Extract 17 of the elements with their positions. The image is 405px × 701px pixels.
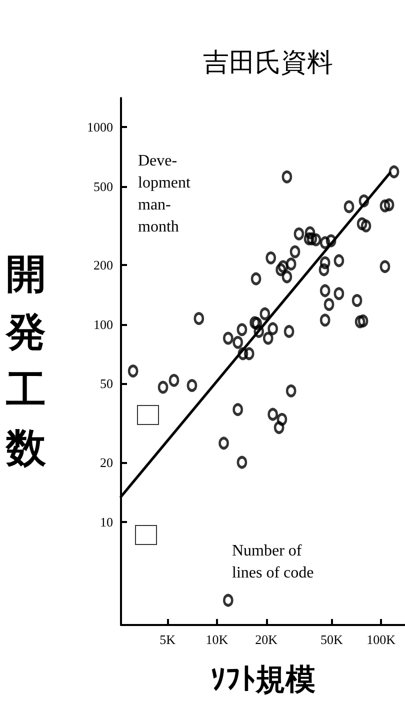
y-tick-label: 50: [100, 376, 113, 392]
chart-title: 吉田氏資料: [203, 48, 333, 78]
x-tick-label: 5K: [160, 632, 176, 647]
y-tick-label: 500: [94, 178, 113, 194]
x-axis-title: ｿﾌﾄ規模: [210, 662, 316, 698]
x-tick-label: 50K: [320, 632, 344, 647]
y-axis-title: 開発工数: [5, 252, 47, 472]
annotation: Number of lines of code: [232, 542, 314, 582]
x-tick-label: 10K: [206, 632, 229, 647]
x-tick-label: 20K: [255, 632, 278, 647]
y-tick-label: 100: [94, 316, 113, 332]
y-tick-label: 1000: [87, 119, 113, 134]
y-tick-label: 200: [94, 257, 113, 272]
y-tick-label: 20: [100, 454, 113, 470]
y-tick-label: 10: [100, 514, 113, 530]
x-tick-label: 100K: [366, 632, 396, 647]
annotation: Deve- lopment man- month: [138, 152, 191, 236]
